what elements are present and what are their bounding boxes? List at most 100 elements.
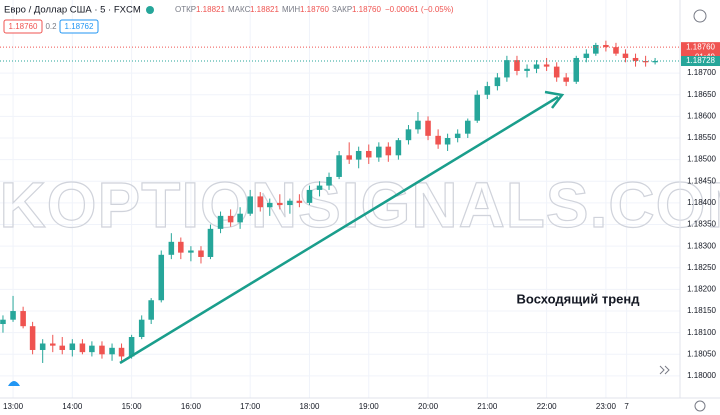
candle-body [178, 241, 184, 253]
low-label: МИН [282, 5, 300, 14]
x-tick-label: 23:00 [596, 402, 617, 411]
candle-body [138, 319, 145, 338]
y-tick-label: 1.18600 [687, 111, 716, 120]
candle-body [642, 60, 649, 63]
candle-body [395, 140, 402, 156]
high-value: 1.18821 [250, 5, 279, 14]
candle-body [49, 343, 56, 346]
watermark: WIKOPTIONSIGNALS.COM [0, 169, 720, 241]
x-tick-label: 13:00 [3, 402, 24, 411]
candle-body [237, 213, 243, 223]
candle-body [622, 53, 629, 58]
candle-body [533, 64, 540, 69]
candle-body [504, 60, 510, 78]
x-tick-label: 16:00 [181, 402, 202, 411]
candles [0, 40, 658, 363]
candle-body [296, 200, 303, 203]
low-value: 1.18760 [300, 5, 329, 14]
logo [8, 381, 20, 386]
candle-body [69, 343, 76, 350]
y-tick-label: 1.18450 [687, 176, 716, 185]
x-tick-label: 7 [624, 402, 629, 411]
settings-icon[interactable] [693, 9, 707, 23]
candle-body [365, 150, 372, 158]
candle-body [247, 196, 253, 214]
high-label: МАКС [228, 5, 251, 14]
candle-body [543, 64, 550, 67]
candle-body [109, 347, 115, 355]
candle-body [593, 44, 599, 54]
candle-body [118, 347, 125, 357]
y-tick-label: 1.18350 [687, 220, 716, 229]
spread: 0.2 [45, 22, 57, 31]
candle-body [514, 60, 520, 71]
candle-body [287, 200, 293, 206]
y-tick-label: 1.18000 [687, 371, 716, 380]
candle-body [266, 202, 273, 208]
candle-body [316, 185, 323, 190]
x-tick-label: 15:00 [122, 402, 143, 411]
candle-body [425, 120, 431, 136]
buy-button[interactable] [59, 19, 99, 34]
sell-button[interactable] [3, 19, 43, 34]
candle-body [257, 196, 264, 208]
candle-body [10, 311, 16, 320]
candle-body [524, 68, 530, 71]
close-label: ЗАКР [332, 5, 352, 14]
candle-body [652, 60, 658, 63]
candle-body [227, 215, 234, 223]
candle-body [128, 337, 135, 357]
y-tick-label: 1.18250 [687, 263, 716, 272]
x-tick-label: 14:00 [62, 402, 83, 411]
candle-body [89, 345, 95, 353]
candle-body [326, 176, 332, 186]
candle-body [583, 53, 590, 58]
y-tick-label: 1.18400 [687, 198, 716, 207]
candle-body [59, 345, 66, 350]
candle-body [148, 300, 154, 320]
candle-body [553, 66, 560, 78]
y-tick-label: 1.18700 [687, 68, 716, 77]
candle-body [415, 120, 421, 130]
candle-body [207, 228, 214, 257]
x-tick-label: 20:00 [418, 402, 439, 411]
trend-arrow [119, 95, 559, 365]
status-dot [146, 6, 154, 14]
candle-body [346, 155, 352, 160]
candle-body [336, 155, 342, 177]
candle-body [454, 133, 461, 139]
open-label: ОТКР [175, 5, 196, 14]
candle-body [632, 57, 639, 61]
candle-body [0, 319, 6, 325]
buy-price: 1.18762 [65, 22, 94, 31]
y-tick-label: 1.18050 [687, 349, 716, 358]
open-value: 1.18821 [196, 5, 225, 14]
y-tick-label: 1.18500 [687, 155, 716, 164]
y-tick-label: 1.18150 [687, 306, 716, 315]
candle-body [158, 254, 165, 301]
candle-body [168, 241, 175, 255]
price-tag-label: 1.18760 [686, 42, 715, 51]
close-value: 1.18760 [352, 5, 381, 14]
candle-body [613, 47, 619, 54]
scroll-button[interactable] [659, 365, 670, 375]
candle-body [603, 44, 609, 48]
y-tick-label: 1.18650 [687, 90, 716, 99]
y-tick-label: 1.18550 [687, 133, 716, 142]
candle-body [464, 120, 471, 134]
symbol: Евро / Доллар США · 5 · FXCM [4, 5, 141, 16]
axis-settings-icon[interactable] [694, 400, 706, 412]
x-tick-label: 17:00 [240, 402, 261, 411]
y-tick-label: 1.18100 [687, 328, 716, 337]
candle-body [405, 129, 412, 141]
candle-body [20, 311, 26, 327]
candle-body [188, 250, 194, 253]
candle-body [484, 86, 491, 95]
candle-body [474, 94, 481, 121]
y-tick-label: 1.18200 [687, 285, 716, 294]
x-tick-label: 21:00 [477, 402, 498, 411]
candle-body [355, 150, 362, 160]
candle-body [435, 135, 441, 145]
x-tick-label: 18:00 [299, 402, 320, 411]
